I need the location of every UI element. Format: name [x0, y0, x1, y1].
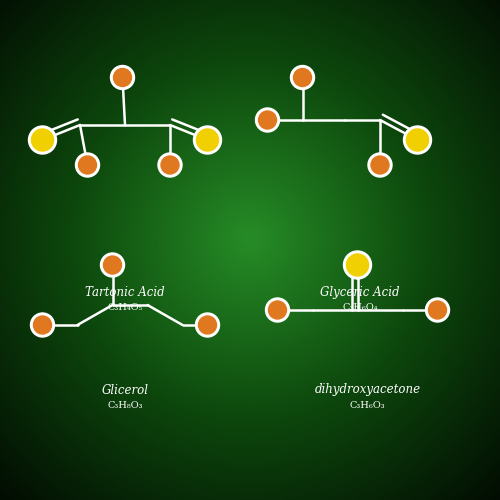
Text: C₃H₆O₄: C₃H₆O₄ — [342, 303, 378, 312]
Circle shape — [426, 298, 450, 322]
Circle shape — [32, 129, 54, 151]
Circle shape — [76, 153, 100, 177]
Circle shape — [161, 156, 179, 174]
Circle shape — [196, 313, 220, 337]
Circle shape — [344, 251, 371, 279]
Circle shape — [256, 108, 280, 132]
Circle shape — [294, 68, 312, 86]
Circle shape — [28, 126, 56, 154]
Text: dihydroxyacetone: dihydroxyacetone — [314, 384, 420, 396]
Circle shape — [100, 253, 124, 277]
Text: Tartonic Acid: Tartonic Acid — [85, 286, 165, 299]
Text: C₃H₄O₅: C₃H₄O₅ — [107, 303, 143, 312]
Circle shape — [404, 126, 431, 154]
Circle shape — [30, 313, 54, 337]
Circle shape — [198, 316, 216, 334]
Circle shape — [428, 301, 446, 319]
Circle shape — [104, 256, 122, 274]
Circle shape — [346, 254, 368, 276]
Text: C₃H₈O₃: C₃H₈O₃ — [107, 400, 143, 409]
Circle shape — [266, 298, 289, 322]
Circle shape — [196, 129, 218, 151]
Circle shape — [158, 153, 182, 177]
Circle shape — [368, 153, 392, 177]
Circle shape — [406, 129, 428, 151]
Text: Glicerol: Glicerol — [102, 384, 148, 396]
Circle shape — [114, 68, 132, 86]
Circle shape — [258, 111, 276, 129]
Circle shape — [110, 66, 134, 90]
Circle shape — [371, 156, 389, 174]
Text: Glyceric Acid: Glyceric Acid — [320, 286, 400, 299]
Circle shape — [268, 301, 286, 319]
Circle shape — [290, 66, 314, 90]
Text: C₃H₆O₃: C₃H₆O₃ — [350, 400, 386, 409]
Circle shape — [78, 156, 96, 174]
Circle shape — [194, 126, 222, 154]
Circle shape — [34, 316, 52, 334]
